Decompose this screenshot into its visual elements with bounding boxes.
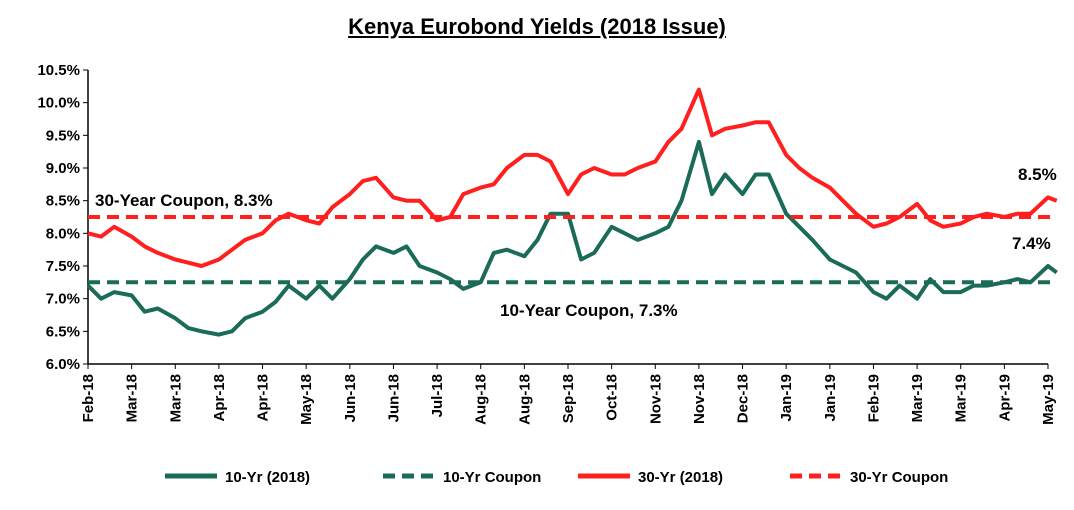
x-tick-label: Mar-18: [167, 374, 184, 422]
x-tick-label: Mar-18: [124, 374, 141, 422]
x-tick-label: Nov-18: [647, 374, 664, 424]
annotation-label: 10-Year Coupon, 7.3%: [500, 301, 678, 320]
legend-label: 10-Yr Coupon: [443, 469, 541, 486]
y-tick-label: 10.5%: [37, 62, 80, 79]
x-tick-label: Nov-18: [691, 374, 708, 424]
y-tick-label: 7.5%: [46, 258, 80, 275]
x-tick-label: May-18: [298, 374, 315, 425]
y-tick-label: 9.0%: [46, 160, 80, 177]
legend-label: 30-Yr Coupon: [850, 469, 948, 486]
x-tick-label: Apr-18: [255, 374, 272, 422]
annotation-label: 7.4%: [1012, 234, 1051, 253]
x-tick-label: Jan-19: [778, 374, 795, 422]
x-tick-label: Feb-19: [865, 374, 882, 422]
y-tick-label: 7.0%: [46, 291, 80, 308]
x-tick-label: Sep-18: [560, 374, 577, 423]
y-tick-label: 6.0%: [46, 356, 80, 373]
x-tick-label: Jun-18: [385, 374, 402, 422]
x-tick-label: Aug-18: [516, 374, 533, 425]
annotation-label: 8.5%: [1018, 165, 1057, 184]
x-tick-label: Mar-19: [909, 374, 926, 422]
y-tick-label: 10.0%: [37, 95, 80, 112]
y-tick-label: 8.5%: [46, 193, 80, 210]
x-tick-label: Oct-18: [604, 374, 621, 421]
x-tick-label: Mar-19: [953, 374, 970, 422]
legend-label: 10-Yr (2018): [225, 469, 310, 486]
y-tick-label: 8.0%: [46, 225, 80, 242]
x-tick-label: Jul-18: [429, 374, 446, 417]
x-tick-label: Jan-19: [822, 374, 839, 422]
x-tick-label: Aug-18: [473, 374, 490, 425]
x-tick-label: Dec-18: [735, 374, 752, 423]
legend-label: 30-Yr (2018): [638, 469, 723, 486]
y-tick-label: 9.5%: [46, 127, 80, 144]
series-line-0: [86, 139, 1058, 337]
annotation-label: 30-Year Coupon, 8.3%: [95, 191, 273, 210]
x-tick-label: Apr-19: [996, 374, 1013, 422]
series-line-2: [87, 87, 1058, 268]
y-tick-label: 6.5%: [46, 323, 80, 340]
x-tick-label: Apr-18: [211, 374, 228, 422]
chart-title: Kenya Eurobond Yields (2018 Issue): [348, 14, 726, 39]
x-tick-label: Jun-18: [342, 374, 359, 422]
x-tick-label: Feb-18: [80, 374, 97, 422]
x-tick-label: May-19: [1040, 374, 1057, 425]
